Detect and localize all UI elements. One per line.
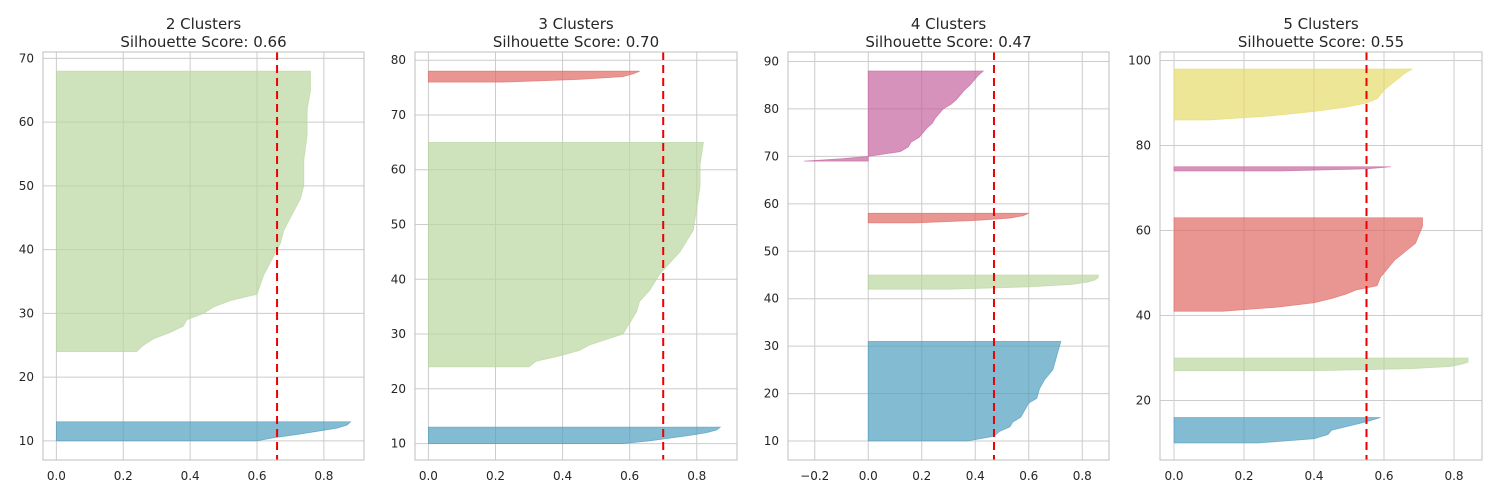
x-tick-label: 0.8 — [687, 469, 706, 483]
cluster-silhouette-4 — [1173, 166, 1392, 172]
panel-3: −0.2 0.0 0.2 0.4 0.6 0.8 10 20 30 40 50 60 70 80 90 4 C… — [764, 15, 1110, 483]
cluster-silhouette-5 — [1173, 68, 1414, 121]
x-tick-label: 0.0 — [47, 469, 66, 483]
x-tick-label: 0.8 — [314, 469, 333, 483]
x-tick-label: 0.4 — [181, 469, 200, 483]
chart-subtitle: Silhouette Score: 0.55 — [1238, 33, 1404, 51]
chart-title: 5 Clusters — [1283, 15, 1359, 33]
y-tick-label: 40 — [1136, 309, 1151, 323]
y-tick-label: 40 — [764, 292, 779, 306]
cluster-silhouette-1 — [867, 340, 1062, 442]
y-tick-label: 50 — [764, 244, 779, 258]
y-tick-label: 10 — [764, 434, 779, 448]
y-tick-label: 50 — [19, 179, 34, 193]
y-tick-label: 80 — [391, 53, 406, 67]
x-tick-label: 0.2 — [486, 469, 505, 483]
y-tick-label: 20 — [19, 370, 34, 384]
cluster-silhouette-4 — [804, 70, 985, 162]
x-tick-label: 0.4 — [1304, 469, 1323, 483]
x-tick-label: 0.0 — [419, 469, 438, 483]
cluster-silhouette-2 — [867, 274, 1099, 290]
y-tick-label: 60 — [391, 163, 406, 177]
x-tick-label: 0.0 — [1164, 469, 1183, 483]
panel-4: 0.0 0.2 0.4 0.6 0.8 20 40 60 80 100 5 ClustersSilh… — [1128, 15, 1483, 483]
panel-2: 0.0 0.2 0.4 0.6 0.8 10 20 30 40 50 60 70 80 3 Cluster… — [391, 15, 738, 483]
cluster-silhouette-2 — [55, 70, 311, 353]
chart-title: 4 Clusters — [911, 15, 987, 33]
cluster-silhouette-1 — [1173, 417, 1381, 444]
y-tick-label: 30 — [391, 327, 406, 341]
y-tick-label: 40 — [391, 272, 406, 286]
panel-1: 0.0 0.2 0.4 0.6 0.8 10 20 30 40 50 60 70 2 ClustersS… — [19, 15, 365, 483]
chart-title: 3 Clusters — [538, 15, 614, 33]
plot-frame — [42, 51, 365, 461]
cluster-silhouette-3 — [1173, 217, 1423, 312]
x-tick-label: 0.4 — [553, 469, 572, 483]
plot-frame — [787, 51, 1110, 461]
y-tick-label: 80 — [764, 102, 779, 116]
cluster-silhouette-3 — [867, 212, 1029, 224]
y-tick-label: 70 — [764, 149, 779, 163]
y-tick-label: 90 — [764, 54, 779, 68]
x-tick-label: 0.6 — [1374, 469, 1393, 483]
y-tick-label: 50 — [391, 218, 406, 232]
y-tick-label: 60 — [1136, 224, 1151, 238]
x-tick-label: 0.2 — [912, 469, 931, 483]
y-tick-label: 70 — [391, 108, 406, 122]
cluster-silhouette-1 — [428, 426, 722, 444]
x-tick-label: 0.8 — [1444, 469, 1463, 483]
y-tick-label: 40 — [19, 243, 34, 257]
y-tick-label: 100 — [1128, 54, 1151, 68]
plot-frame — [414, 51, 738, 461]
x-tick-label: 0.2 — [1234, 469, 1253, 483]
x-tick-label: 0.8 — [1073, 469, 1092, 483]
cluster-silhouette-2 — [1173, 357, 1469, 372]
x-tick-label: 0.6 — [1019, 469, 1038, 483]
cluster-silhouette-3 — [428, 70, 640, 83]
y-tick-label: 80 — [1136, 139, 1151, 153]
y-tick-label: 30 — [19, 306, 34, 320]
x-tick-label: −0.2 — [800, 469, 829, 483]
y-tick-label: 20 — [1136, 394, 1151, 408]
x-tick-label: 0.2 — [114, 469, 133, 483]
x-tick-label: 0.0 — [859, 469, 878, 483]
x-tick-label: 0.6 — [247, 469, 266, 483]
y-tick-label: 10 — [19, 434, 34, 448]
y-tick-label: 10 — [391, 437, 406, 451]
x-tick-label: 0.4 — [966, 469, 985, 483]
chart-subtitle: Silhouette Score: 0.66 — [120, 33, 286, 51]
y-tick-label: 30 — [764, 339, 779, 353]
y-tick-label: 20 — [764, 387, 779, 401]
x-tick-label: 0.6 — [620, 469, 639, 483]
y-tick-label: 60 — [19, 115, 34, 129]
y-tick-label: 20 — [391, 382, 406, 396]
chart-subtitle: Silhouette Score: 0.70 — [493, 33, 659, 51]
chart-subtitle: Silhouette Score: 0.47 — [865, 33, 1031, 51]
y-tick-label: 70 — [19, 51, 34, 65]
plot-frame — [1159, 51, 1483, 461]
cluster-silhouette-2 — [428, 141, 704, 368]
y-tick-label: 60 — [764, 197, 779, 211]
chart-title: 2 Clusters — [166, 15, 242, 33]
